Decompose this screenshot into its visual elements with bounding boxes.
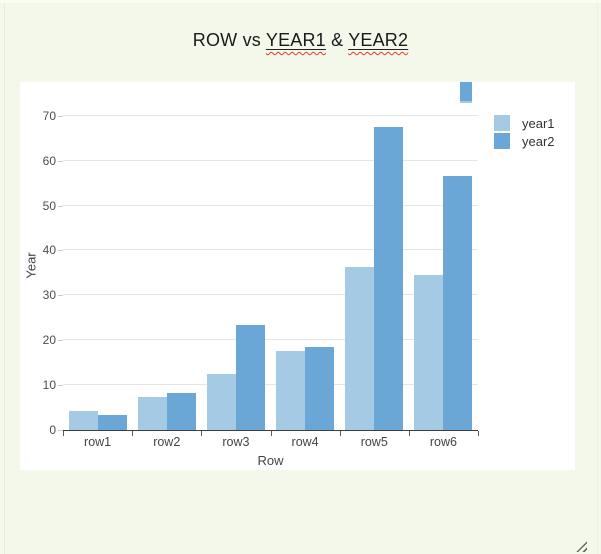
bar-year1-row6 [414, 275, 444, 430]
title-separator: & [325, 30, 349, 50]
x-tick-label: row5 [360, 435, 388, 449]
resize-grip-icon[interactable] [574, 539, 587, 552]
x-tick-label: row4 [291, 435, 319, 449]
bar-year1-row3 [206, 374, 236, 430]
y-tick-mark [58, 160, 63, 162]
y-tick-mark [58, 430, 63, 431]
bar-year2-row2 [166, 392, 196, 430]
gridline-y40 [63, 249, 478, 251]
x-tick-mark [339, 431, 341, 436]
legend: year1 year2 [494, 115, 555, 149]
y-tick-label: 40 [42, 243, 56, 258]
gridline-y10 [63, 384, 478, 386]
y-tick-mark [58, 295, 63, 297]
gridline-y70 [63, 114, 478, 116]
y-tick-label: 60 [42, 153, 56, 168]
bar-year2-row4 [305, 346, 335, 430]
legend-swatch-year1 [494, 115, 510, 131]
gridline-y60 [63, 159, 478, 161]
bar-year2-row6 [443, 176, 473, 430]
x-tick-mark [270, 431, 272, 436]
x-tick-label: row6 [429, 435, 457, 449]
x-tick-mark [478, 431, 479, 436]
y-tick-label: 30 [42, 288, 56, 303]
gridline-y30 [63, 294, 478, 296]
legend-item-label: year2 [522, 133, 555, 149]
stray-bar-fragment [460, 82, 472, 103]
x-tick-mark [201, 431, 203, 436]
gridline-y20 [63, 339, 478, 341]
y-tick-label: 10 [42, 378, 56, 393]
x-tick-mark [408, 431, 410, 436]
title-year2-misspelled: YEAR2 [348, 30, 409, 50]
bar-year1-row1 [68, 411, 98, 430]
plot-area [63, 99, 478, 431]
chart-panel: Year Row year1 year2 0 10 20 30 40 50 60 70 row1 r… [20, 82, 575, 470]
y-tick-label: 50 [42, 198, 56, 213]
bar-year2-row5 [374, 126, 404, 430]
x-tick-mark [132, 431, 134, 436]
y-tick-label: 70 [42, 108, 56, 123]
y-tick-mark [58, 385, 63, 387]
bar-year1-row4 [276, 351, 306, 430]
legend-item-year1: year1 [494, 115, 555, 131]
y-tick-mark [58, 205, 63, 207]
legend-item-year2: year2 [494, 133, 555, 149]
title-prefix: ROW vs [192, 30, 266, 50]
y-tick-label: 20 [42, 333, 56, 348]
bar-year1-row2 [137, 397, 167, 430]
legend-swatch-year2 [494, 133, 510, 149]
x-tick-mark [63, 431, 64, 436]
bar-year2-row3 [235, 324, 265, 430]
title-year1-misspelled: YEAR1 [265, 30, 326, 50]
y-tick-label: 0 [49, 423, 56, 437]
bar-year1-row5 [345, 266, 375, 430]
bar-year2-row1 [97, 415, 127, 430]
x-axis-title: Row [257, 453, 284, 468]
x-tick-label: row3 [222, 435, 250, 449]
chart-title[interactable]: ROW vs YEAR1 & YEAR2 [0, 30, 601, 51]
legend-item-label: year1 [522, 115, 555, 131]
x-tick-label: row2 [153, 435, 181, 449]
x-tick-label: row1 [84, 435, 112, 449]
gridline-y50 [63, 204, 478, 206]
y-tick-mark [58, 250, 63, 252]
y-tick-mark [58, 115, 63, 117]
y-tick-mark [58, 340, 63, 342]
